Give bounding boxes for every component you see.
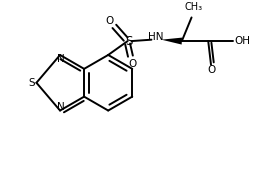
Polygon shape [161,38,182,44]
Text: CH₃: CH₃ [185,3,203,12]
Text: S: S [125,35,132,48]
Text: OH: OH [234,36,250,46]
Text: HN: HN [148,32,163,42]
Text: N: N [57,102,65,112]
Text: N: N [57,54,65,64]
Text: O: O [128,59,136,69]
Text: O: O [208,65,216,75]
Text: S: S [28,78,35,88]
Text: O: O [105,16,114,26]
